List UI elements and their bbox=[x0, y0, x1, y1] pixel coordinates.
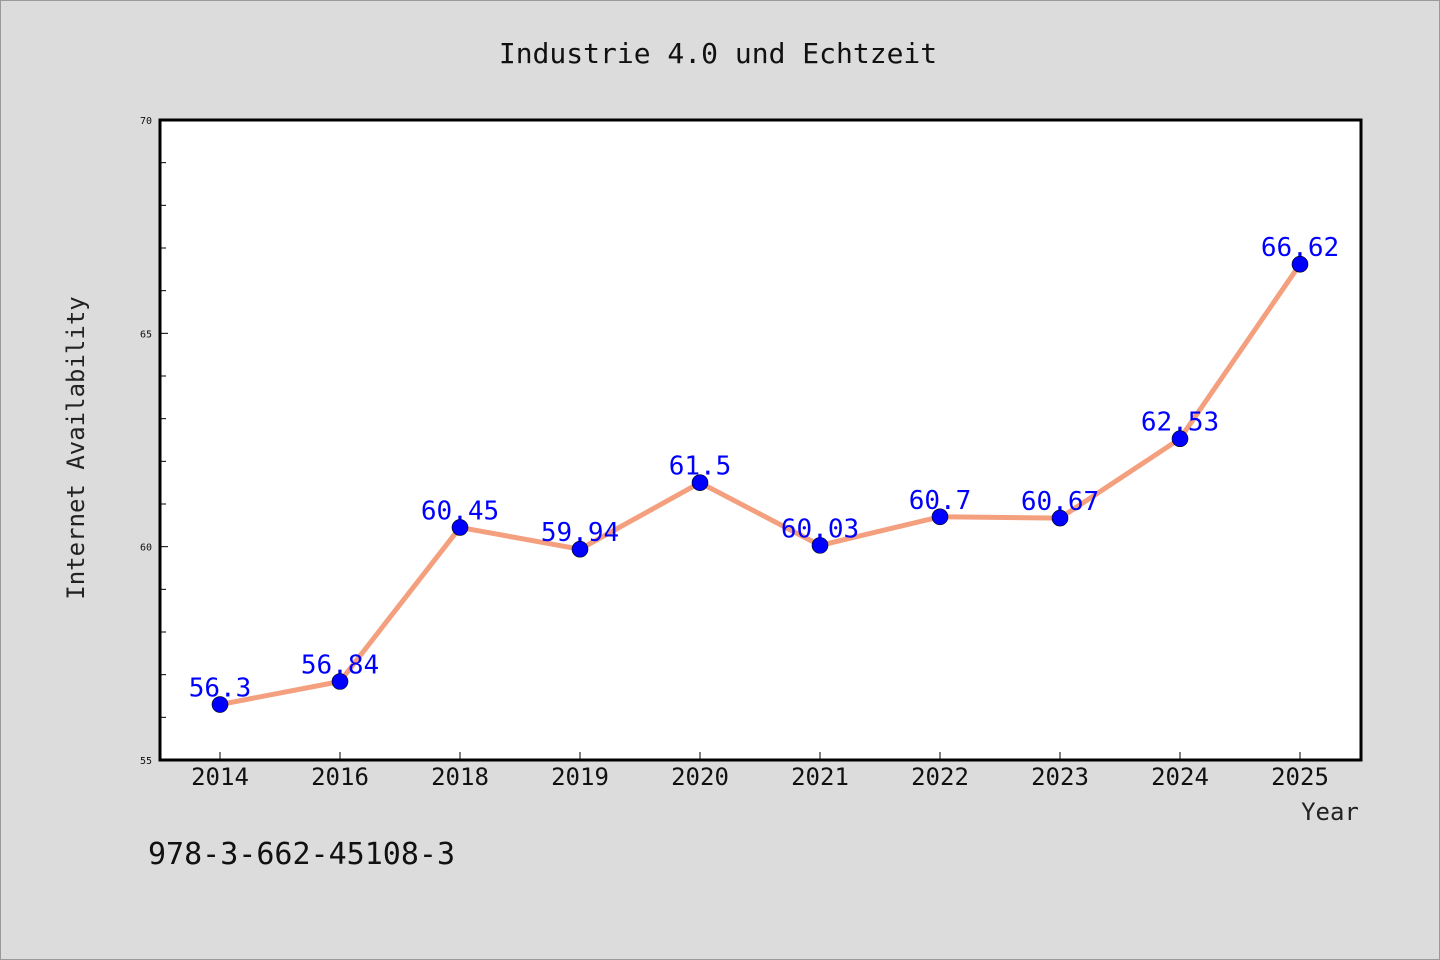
data-point bbox=[571, 540, 589, 558]
data-label: 66.62 bbox=[1261, 233, 1339, 263]
data-label: 59.94 bbox=[541, 518, 619, 548]
y-axis-ticks: 55 60 65 70 bbox=[140, 116, 168, 767]
series-line bbox=[217, 261, 1303, 708]
chart-title: Industrie 4.0 und Echtzeit bbox=[499, 37, 937, 70]
data-point bbox=[931, 508, 949, 526]
data-label: 60.7 bbox=[909, 486, 972, 516]
x-tick-label: 2019 bbox=[551, 763, 609, 791]
data-label: 62.53 bbox=[1141, 408, 1219, 438]
y-tick-label: 55 bbox=[140, 756, 152, 767]
x-tick-label: 2020 bbox=[671, 763, 729, 791]
data-point bbox=[811, 537, 829, 554]
data-point bbox=[331, 673, 349, 690]
data-label: 60.45 bbox=[421, 496, 499, 526]
x-tick-label: 2021 bbox=[791, 763, 849, 791]
y-tick-label: 70 bbox=[140, 116, 152, 127]
data-point bbox=[211, 696, 229, 713]
x-tick-label: 2025 bbox=[1271, 763, 1329, 791]
data-point bbox=[1291, 255, 1309, 273]
x-tick-label: 2024 bbox=[1151, 763, 1209, 791]
y-tick-label: 60 bbox=[140, 543, 152, 554]
data-point bbox=[1051, 509, 1069, 527]
y-axis-label: Internet Availability bbox=[62, 296, 90, 599]
series bbox=[211, 255, 1309, 713]
x-tick-label: 2014 bbox=[191, 763, 249, 791]
x-tick-label: 2023 bbox=[1031, 763, 1089, 791]
x-axis-label: Year bbox=[1301, 798, 1359, 826]
data-label: 61.5 bbox=[669, 452, 732, 482]
x-tick-label: 2018 bbox=[431, 763, 489, 791]
data-label: 60.67 bbox=[1021, 487, 1099, 517]
data-labels: 56.3 56.84 60.45 59.94 61.5 60.03 60.7 60.67 62.… bbox=[189, 233, 1339, 703]
isbn-text: 978-3-662-45108-3 bbox=[148, 837, 455, 872]
data-point bbox=[1171, 430, 1189, 448]
x-axis-ticks: 2014 2016 2018 2019 2020 2021 2022 2023 2024 2025 bbox=[191, 752, 1329, 791]
x-tick-label: 2022 bbox=[911, 763, 969, 791]
data-label: 60.03 bbox=[781, 514, 859, 544]
y-tick-label: 65 bbox=[140, 329, 152, 340]
data-point bbox=[451, 519, 469, 536]
data-point bbox=[691, 474, 709, 491]
data-label: 56.84 bbox=[301, 650, 379, 680]
x-tick-label: 2016 bbox=[311, 763, 369, 791]
data-label: 56.3 bbox=[189, 674, 252, 704]
